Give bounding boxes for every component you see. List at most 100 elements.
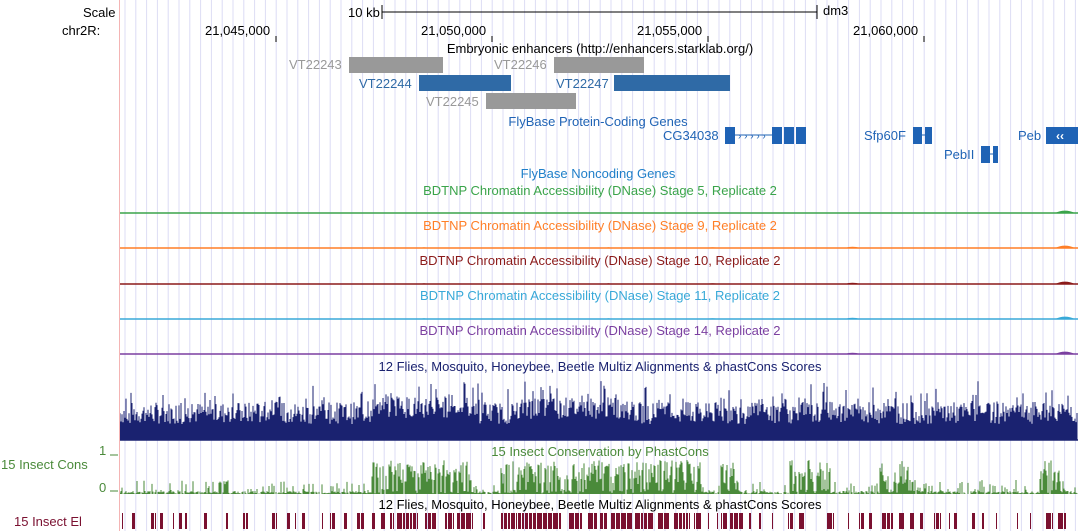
conserved-element — [525, 513, 528, 529]
enhancer-block[interactable] — [419, 75, 511, 91]
enhancer-block[interactable] — [349, 57, 443, 73]
conserved-element — [723, 513, 727, 529]
conserved-element — [799, 513, 804, 529]
conserved-element — [1052, 513, 1053, 529]
conserved-element — [611, 513, 615, 529]
dnase-peak — [605, 247, 612, 248]
phastcons-left-label[interactable]: 15 Insect Cons — [1, 457, 88, 472]
conserved-element — [501, 513, 503, 529]
enhancer-block[interactable] — [486, 93, 576, 109]
conserved-element — [466, 513, 471, 529]
conserved-element — [696, 513, 701, 529]
conserved-element — [734, 513, 738, 529]
enhancer-label[interactable]: VT22244 — [359, 76, 412, 91]
gene-label[interactable]: Peb — [1018, 128, 1042, 143]
conserved-element — [934, 513, 935, 529]
conserved-element — [996, 513, 997, 529]
conserved-element — [940, 513, 941, 529]
dnase-peak — [420, 353, 428, 354]
conserved-element — [344, 513, 347, 529]
conserved-element — [616, 513, 620, 529]
conserved-element — [543, 513, 547, 529]
conserved-element — [954, 513, 957, 529]
conserved-element — [910, 513, 914, 529]
chrom-label: chr2R: — [62, 23, 101, 38]
conserved-element — [648, 513, 653, 529]
conserved-element — [1017, 513, 1018, 529]
elements-track-title[interactable]: 12 Flies, Mosquito, Honeybee, Beetle Mul… — [378, 497, 822, 512]
conserved-element — [361, 513, 364, 529]
conserved-element — [432, 513, 436, 529]
conserved-element — [533, 513, 536, 529]
phastcons-ymax-label: 1 — [99, 443, 107, 458]
conserved-element — [226, 513, 228, 529]
dnase-peak — [1055, 210, 1075, 213]
ruler-tick-label: 21,050,000 — [421, 23, 487, 38]
position-grid-lines — [124, 0, 1076, 531]
conserved-element — [246, 513, 248, 529]
gene-label[interactable]: PebII — [944, 147, 975, 162]
conserved-element — [600, 513, 603, 529]
conserved-element — [594, 513, 597, 529]
elements-left-label[interactable]: 15 Insect El — [14, 514, 82, 529]
gene-label[interactable]: Sfp60F — [864, 128, 906, 143]
conserved-element — [683, 513, 685, 529]
conserved-element — [559, 513, 561, 529]
dnase-stage11-title[interactable]: BDTNP Chromatin Accessibility (DNase) St… — [419, 288, 781, 303]
enhancer-label[interactable]: VT22246 — [494, 57, 547, 72]
conserved-element — [179, 513, 182, 529]
gene-model-sfp60f[interactable] — [912, 126, 934, 146]
conserved-element — [621, 513, 626, 529]
conserved-element — [243, 513, 245, 529]
ruler-ticks — [275, 36, 925, 42]
conserved-element — [861, 513, 864, 529]
conserved-element — [1058, 513, 1063, 529]
enhancer-block[interactable] — [614, 75, 730, 91]
enhancer-label[interactable]: VT22245 — [426, 94, 479, 109]
dnase-stage10-title[interactable]: BDTNP Chromatin Accessibility (DNase) St… — [419, 253, 781, 268]
enhancers-track-title[interactable]: Embryonic enhancers (http://enhancers.st… — [446, 41, 754, 56]
conserved-element — [276, 513, 277, 529]
conserved-element — [425, 513, 427, 529]
conserved-element — [151, 513, 154, 529]
dnase-peak — [605, 353, 612, 354]
conserved-element — [580, 513, 582, 529]
conserved-element — [708, 513, 709, 529]
conserved-element — [357, 513, 360, 529]
phastcons-track-title[interactable]: 15 Insect Conservation by PhastCons — [491, 444, 709, 459]
conserved-element — [833, 513, 834, 529]
conserved-element — [173, 513, 174, 529]
dnase-peak — [705, 353, 720, 354]
gene-model-peb[interactable]: ‹‹ — [1046, 126, 1078, 146]
enhancer-label[interactable]: VT22243 — [289, 57, 342, 72]
noncoding-track-title[interactable]: FlyBase Noncoding Genes — [520, 166, 676, 181]
enhancer-label[interactable]: VT22247 — [556, 76, 609, 91]
gene-model-cg34038[interactable]: › › › › › — [724, 126, 808, 146]
gene-label[interactable]: CG34038 — [663, 128, 719, 143]
conserved-element — [749, 513, 751, 529]
conserved-element — [575, 513, 579, 529]
dnase-peak — [845, 352, 860, 354]
genes-track-title[interactable]: FlyBase Protein-Coding Genes — [508, 114, 688, 129]
dnase-stage5-title[interactable]: BDTNP Chromatin Accessibility (DNase) St… — [423, 183, 777, 198]
enhancer-block[interactable] — [554, 57, 644, 73]
conserved-element — [790, 513, 793, 529]
conserved-element — [332, 513, 335, 529]
conserved-element — [859, 513, 860, 529]
conserved-element — [627, 513, 632, 529]
dnase-peak — [705, 318, 720, 319]
dnase-peak — [705, 283, 720, 284]
dnase-stage9-title[interactable]: BDTNP Chromatin Accessibility (DNase) St… — [423, 218, 777, 233]
conserved-element — [410, 513, 412, 529]
gene-model-pebii[interactable] — [980, 145, 1000, 165]
conserved-element — [982, 513, 984, 529]
conserved-element — [529, 513, 532, 529]
conserved-element — [483, 513, 485, 529]
dnase-stage14-title[interactable]: BDTNP Chromatin Accessibility (DNase) St… — [419, 323, 781, 338]
conserved-element — [730, 513, 733, 529]
svg-text:‹‹: ‹‹ — [1056, 129, 1064, 143]
multiz-track-title[interactable]: 12 Flies, Mosquito, Honeybee, Beetle Mul… — [378, 359, 822, 374]
conserved-element — [553, 513, 558, 529]
